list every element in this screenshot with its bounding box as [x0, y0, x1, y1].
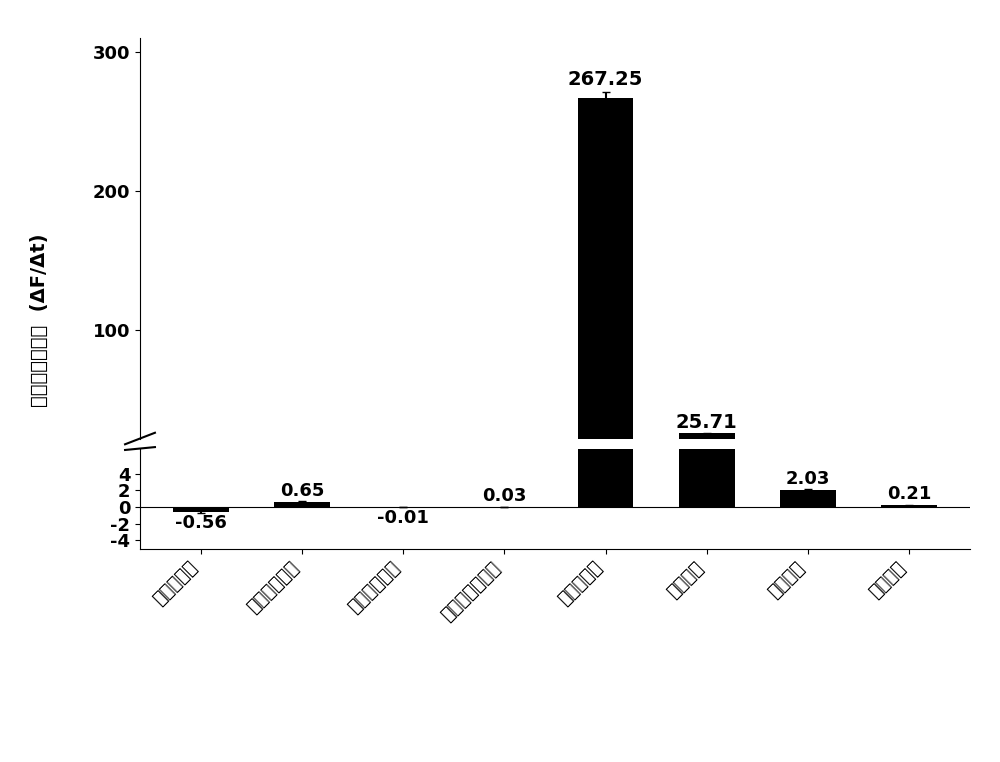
- Bar: [780, 466, 836, 469]
- Bar: [578, 98, 633, 469]
- Bar: [274, 468, 330, 469]
- Bar: [173, 469, 229, 470]
- Bar: [679, 293, 735, 507]
- Bar: [578, 0, 633, 507]
- Text: 25.71: 25.71: [676, 413, 738, 432]
- Bar: [173, 507, 229, 511]
- Text: 水解的相对速率  (ΔF/Δt): 水解的相对速率 (ΔF/Δt): [30, 233, 49, 407]
- Text: 0.65: 0.65: [280, 482, 324, 500]
- Text: 0.21: 0.21: [887, 485, 931, 504]
- Text: 267.25: 267.25: [568, 70, 643, 89]
- Bar: [881, 505, 937, 507]
- Text: -0.56: -0.56: [175, 514, 227, 532]
- Bar: [274, 501, 330, 507]
- Text: 0.03: 0.03: [482, 487, 527, 505]
- Bar: [679, 434, 735, 469]
- Text: -0.01: -0.01: [377, 509, 429, 527]
- Bar: [780, 490, 836, 507]
- Text: 2.03: 2.03: [786, 470, 830, 488]
